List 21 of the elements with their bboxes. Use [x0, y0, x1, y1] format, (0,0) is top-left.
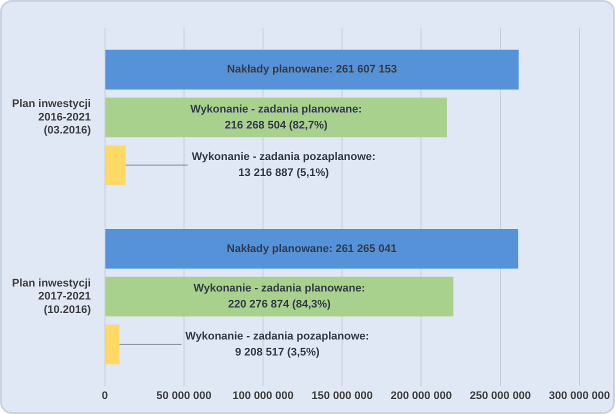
bar — [105, 50, 519, 90]
y-tick-label: Plan inwestycji 2017-2021 (10.2016) — [12, 277, 92, 316]
bar — [105, 324, 120, 364]
x-tick-label: 0 — [102, 390, 108, 402]
bar — [105, 276, 454, 316]
x-tick-label: 100 000 000 — [232, 390, 294, 402]
x-tick-label: 200 000 000 — [390, 390, 452, 402]
x-tick-label: 300 000 000 — [548, 390, 610, 402]
data-label: Wykonanie - zadania planowane: 220 276 874 (84,3%) — [194, 282, 366, 311]
x-tick-label: 250 000 000 — [470, 390, 531, 402]
x-tick-label: 150 000 000 — [312, 390, 373, 402]
bar — [105, 228, 518, 269]
data-label: Nakłady planowane: 261 265 041 — [226, 242, 397, 255]
data-label: Wykonanie - zadania pozaplanowe: 13 216 887 (5,1%) — [192, 151, 376, 180]
bar — [105, 98, 447, 138]
y-tick-label: Plan inwestycji 2016-2021 (03.2016) — [12, 98, 92, 137]
data-label: Wykonanie - zadania pozaplanowe: 9 208 517 (3,5%) — [185, 330, 370, 358]
data-label: Wykonanie - zadania planowane: 216 268 504 (82,7%) — [190, 103, 362, 132]
data-label: Nakłady planowane: 261 607 153 — [227, 64, 398, 76]
x-tick-label: 50 000 000 — [156, 390, 212, 402]
bar — [105, 145, 126, 186]
